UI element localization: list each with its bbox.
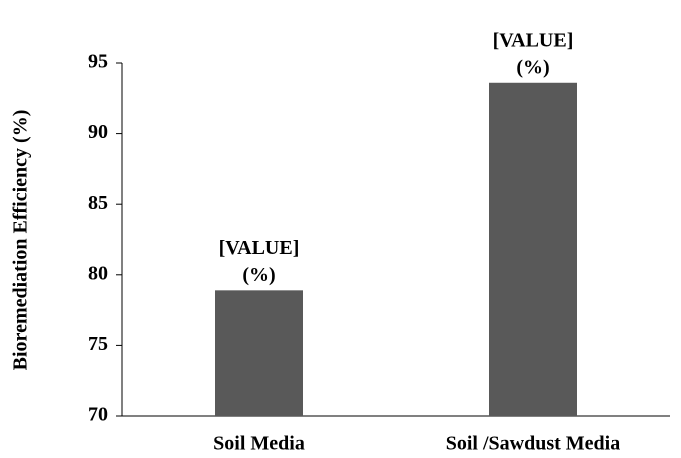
y-axis-label: Bioremediation Efficiency (%) (10, 110, 32, 371)
bar (215, 290, 303, 416)
bar (489, 82, 577, 416)
y-tick-label: 85 (88, 192, 108, 214)
data-label: (%) (242, 264, 275, 286)
x-tick-label: Soil Media (213, 433, 305, 455)
y-tick-label: 90 (88, 121, 108, 143)
x-tick-label: Soil /Sawdust Media (446, 433, 620, 455)
data-label: [VALUE] (493, 29, 574, 51)
y-tick-label: 80 (88, 262, 108, 284)
y-tick-label: 95 (88, 51, 108, 73)
y-tick-label: 70 (88, 404, 108, 426)
y-tick-label: 75 (88, 333, 108, 355)
data-label: (%) (516, 56, 549, 78)
data-label: [VALUE] (219, 237, 300, 259)
